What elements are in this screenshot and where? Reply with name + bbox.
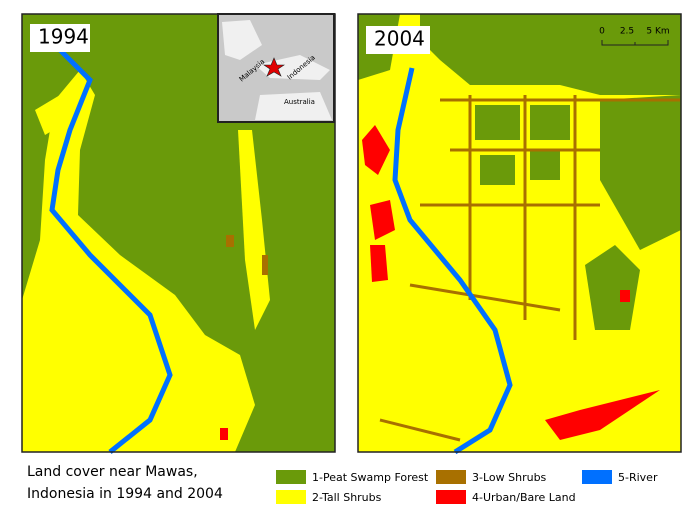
legend: 1-Peat Swamp Forest 2-Tall Shrubs 3-Low … [276, 470, 658, 504]
inset-label: Australia [284, 98, 315, 106]
map-shape [21, 13, 336, 453]
land-cover-patch [362, 125, 390, 175]
land-cover-patch [585, 245, 640, 330]
legend-label: 2-Tall Shrubs [312, 491, 382, 504]
land-cover-patch [262, 255, 268, 275]
land-cover-patch [370, 245, 388, 282]
land-cover-patch [530, 150, 560, 180]
land-cover-patch [276, 490, 306, 504]
land-cover-patch [530, 105, 570, 140]
map-shape [409, 283, 561, 312]
land-cover-patch [600, 95, 681, 250]
land-cover-patch [480, 155, 515, 185]
year-label: 1994 [38, 25, 89, 49]
land-cover-patch [420, 14, 681, 95]
land-cover-patch [220, 428, 228, 440]
land-cover-patch [238, 130, 270, 330]
map-2004: 2004 0 2.5 5 Km [357, 13, 682, 455]
map-shape [30, 24, 90, 52]
map-shape [255, 92, 332, 120]
caption: Indonesia in 1994 and 2004 [27, 486, 223, 502]
map-shape [366, 26, 430, 54]
inset-map: Malaysia Indonesia Australia [217, 13, 335, 123]
scale-bar: 0 2.5 5 Km [599, 27, 670, 46]
land-cover-patch [276, 470, 306, 484]
scale-label: 5 Km [646, 27, 669, 37]
land-cover-patch [436, 490, 466, 504]
land-cover-line [49, 43, 173, 454]
land-cover-patch [22, 70, 255, 452]
land-cover-patch [370, 200, 395, 240]
legend-label: 5-River [618, 471, 658, 484]
land-cover-line [379, 95, 680, 442]
map-shape [379, 418, 461, 442]
map-shape [222, 20, 262, 60]
land-cover-patch [545, 390, 660, 440]
land-cover-line [392, 67, 513, 455]
land-cover-patch [582, 470, 612, 484]
legend-label: 4-Urban/Bare Land [472, 491, 576, 504]
legend-label: 3-Low Shrubs [472, 471, 547, 484]
land-cover-patch [35, 95, 70, 135]
caption: Land cover near Mawas, [27, 464, 198, 480]
scale-label: 0 [599, 27, 605, 37]
land-cover-patch [620, 290, 630, 302]
land-cover-patch [226, 235, 234, 247]
map-shape [357, 13, 682, 453]
land-cover-patch [475, 105, 520, 140]
scale-label: 2.5 [620, 27, 634, 37]
map-shape [263, 57, 285, 77]
year-label: 2004 [374, 27, 425, 51]
land-cover-patch [436, 470, 466, 484]
legend-label: 1-Peat Swamp Forest [312, 471, 429, 484]
